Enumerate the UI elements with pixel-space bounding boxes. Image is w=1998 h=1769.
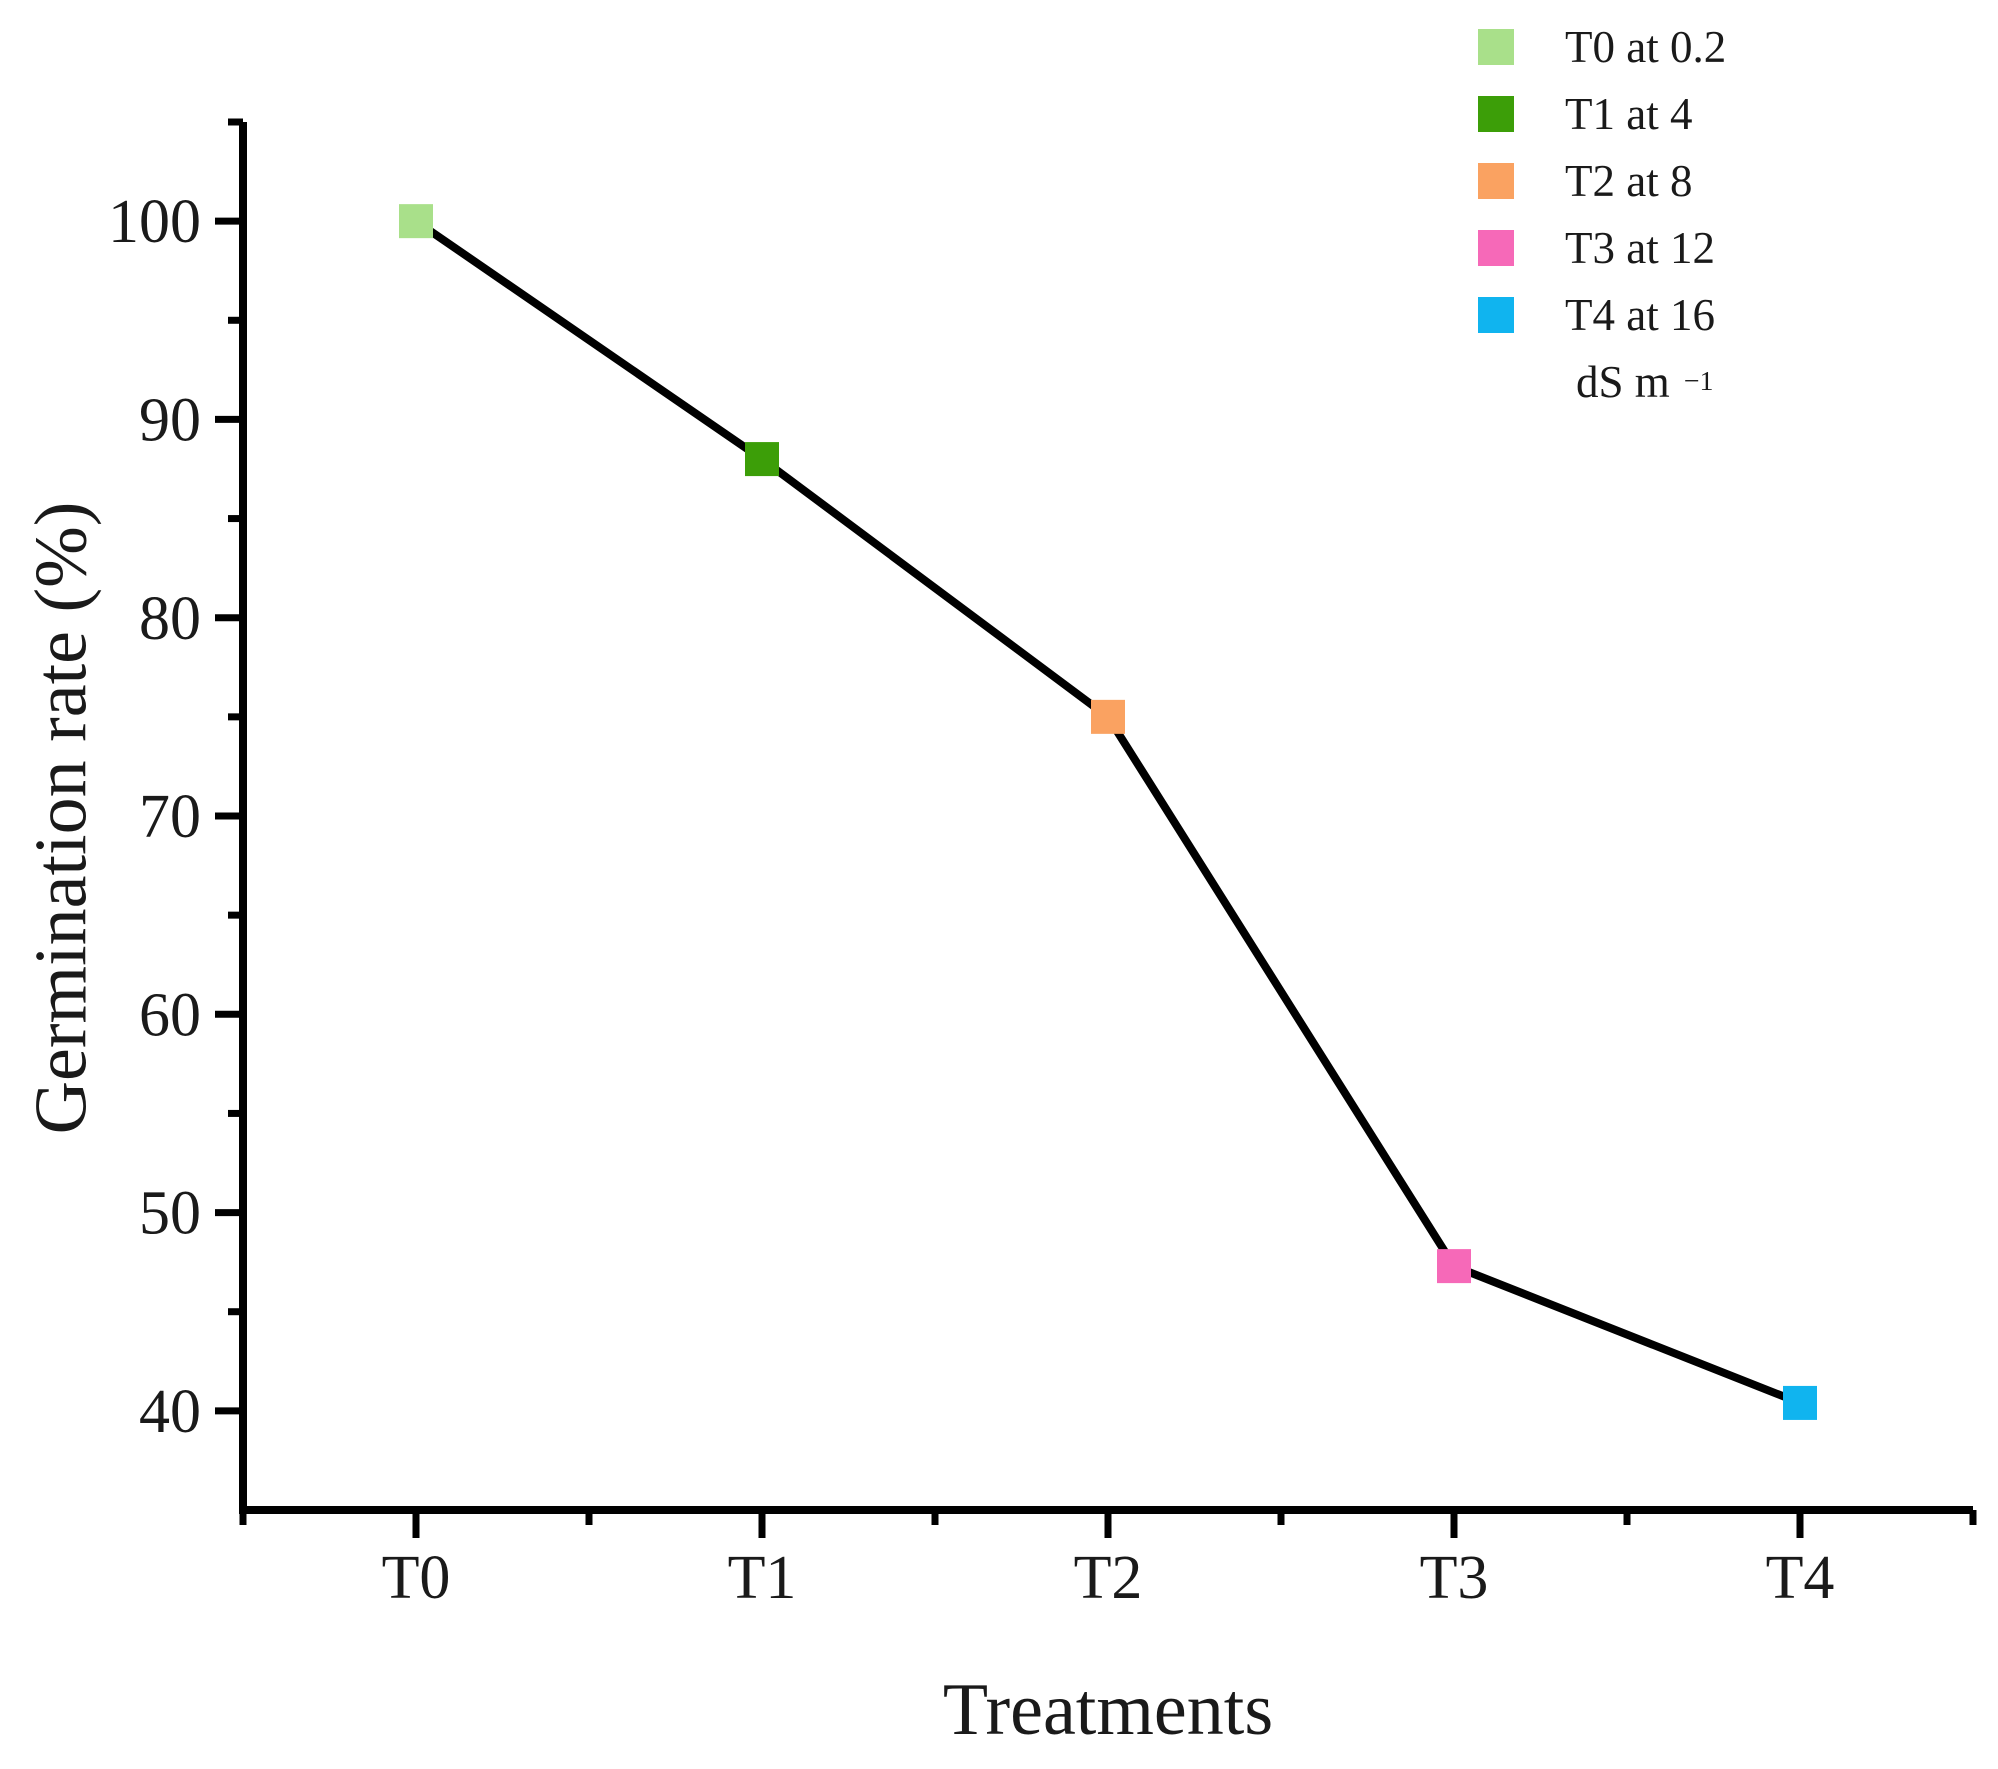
legend-item: T2 at 8 bbox=[1478, 147, 1726, 214]
legend-item: T3 at 12 bbox=[1478, 214, 1726, 281]
data-point-t0 bbox=[399, 204, 433, 239]
legend-item: T1 at 4 bbox=[1478, 80, 1726, 147]
y-tick-label: 50 bbox=[139, 1180, 201, 1248]
legend-label: T0 at 0.2 bbox=[1565, 21, 1727, 72]
data-point-t4 bbox=[1783, 1385, 1817, 1420]
legend-unit-label: dS m −1 bbox=[1576, 356, 1714, 407]
legend-label: T2 at 8 bbox=[1565, 155, 1693, 206]
legend: T0 at 0.2 T1 at 4 T2 at 8 T3 at 12 T4 at… bbox=[1478, 13, 1726, 415]
legend-swatch-t0 bbox=[1478, 28, 1514, 65]
legend-label: T3 at 12 bbox=[1565, 222, 1715, 273]
y-tick-label: 90 bbox=[139, 387, 201, 455]
data-point-t1 bbox=[745, 442, 779, 477]
x-tick-label: T2 bbox=[1074, 1544, 1143, 1612]
legend-label: T4 at 16 bbox=[1565, 289, 1715, 340]
legend-item: T4 at 16 bbox=[1478, 281, 1726, 348]
legend-swatch-t2 bbox=[1478, 162, 1514, 199]
legend-item: T0 at 0.2 bbox=[1478, 13, 1726, 80]
legend-swatch-t3 bbox=[1478, 229, 1514, 266]
data-point-t3 bbox=[1437, 1249, 1471, 1284]
y-tick-label: 80 bbox=[139, 585, 201, 653]
x-tick-label: T3 bbox=[1420, 1544, 1489, 1612]
legend-unit-base: dS m bbox=[1576, 356, 1670, 407]
legend-swatch-t1 bbox=[1478, 95, 1514, 132]
data-point-t2 bbox=[1091, 699, 1125, 734]
x-tick-label: T0 bbox=[382, 1544, 451, 1612]
x-axis-title: Treatments bbox=[942, 1669, 1274, 1751]
legend-swatch-t4 bbox=[1478, 296, 1514, 333]
y-axis-title: Germination rate (%) bbox=[20, 501, 103, 1135]
y-tick-label: 60 bbox=[139, 981, 201, 1049]
y-tick-label: 40 bbox=[139, 1378, 201, 1446]
x-tick-label: T1 bbox=[728, 1544, 797, 1612]
x-tick-label: T4 bbox=[1766, 1544, 1835, 1612]
legend-label: T1 at 4 bbox=[1565, 88, 1693, 139]
y-tick-label: 100 bbox=[108, 188, 201, 256]
y-tick-label: 70 bbox=[139, 783, 201, 851]
